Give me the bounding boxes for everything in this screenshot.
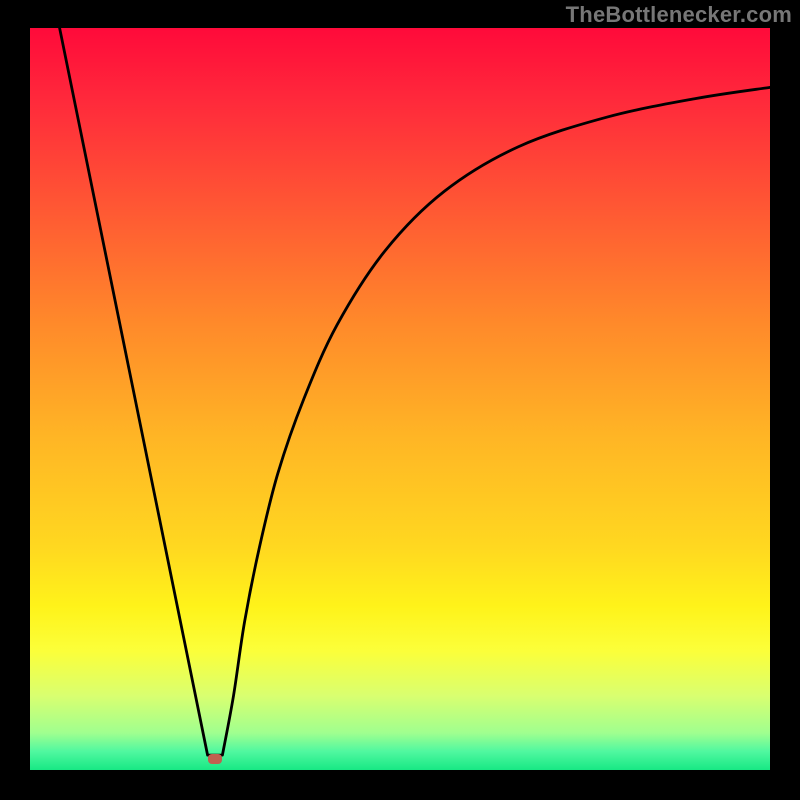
optimal-point-marker	[208, 754, 222, 764]
watermark-text: TheBottlenecker.com	[566, 2, 792, 28]
chart-frame: TheBottlenecker.com	[0, 0, 800, 800]
curve-path	[60, 28, 770, 755]
plot-area	[30, 28, 770, 770]
bottleneck-curve	[30, 28, 770, 770]
